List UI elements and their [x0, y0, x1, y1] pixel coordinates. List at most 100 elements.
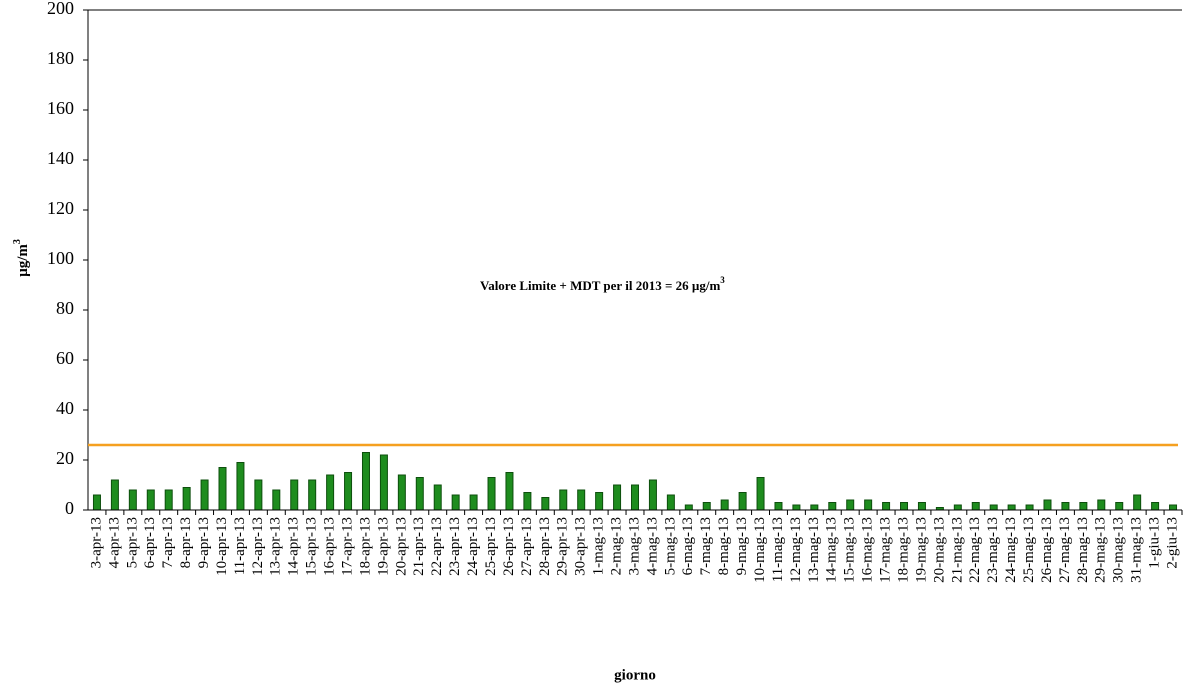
x-tick-label: 25-apr-13 — [483, 517, 499, 576]
bar — [792, 504, 801, 511]
bar — [810, 504, 819, 511]
bar — [702, 502, 711, 511]
bar — [989, 504, 998, 511]
bar — [1043, 499, 1052, 511]
x-tick-label: 23-apr-13 — [447, 517, 463, 576]
x-tick-label: 10-apr-13 — [214, 517, 230, 576]
bar — [756, 477, 765, 511]
x-tick-label: 3-mag-13 — [626, 517, 642, 575]
bar — [379, 454, 388, 511]
bar — [648, 479, 657, 511]
annotation: Valore Limite + MDT per il 2013 = 26 µg/… — [480, 275, 725, 293]
x-tick-label: 5-mag-13 — [662, 517, 678, 575]
bar — [631, 484, 639, 511]
x-tick-label: 18-apr-13 — [357, 517, 373, 576]
bar — [1115, 502, 1124, 511]
x-tick-label: 8-mag-13 — [716, 517, 732, 575]
bar — [433, 484, 442, 511]
x-tick-label: 5-apr-13 — [124, 517, 140, 568]
bar — [254, 479, 263, 511]
bar — [541, 497, 550, 511]
y-tick-label: 180 — [47, 48, 74, 68]
bar — [469, 494, 478, 511]
x-tick-label: 1-mag-13 — [591, 517, 607, 575]
y-tick-label: 0 — [65, 498, 74, 518]
x-tick-label: 27-mag-13 — [1057, 517, 1073, 583]
x-tick-label: 15-mag-13 — [842, 517, 858, 583]
bar — [684, 504, 693, 511]
y-tick-label: 60 — [56, 348, 74, 368]
y-tick-label: 140 — [47, 148, 74, 168]
x-tick-label: 17-apr-13 — [339, 517, 355, 576]
bar — [308, 479, 317, 511]
bar — [415, 477, 424, 511]
x-tick-label: 29-apr-13 — [555, 517, 571, 576]
x-tick-label: 7-mag-13 — [698, 517, 714, 575]
bar — [1151, 502, 1160, 511]
y-tick-label: 200 — [47, 0, 74, 18]
annotation-text: Valore Limite + MDT per il 2013 = 26 µg/… — [480, 278, 720, 293]
x-tick-label: 7-apr-13 — [160, 517, 176, 568]
bar — [397, 474, 406, 511]
x-tick-label: 17-mag-13 — [878, 517, 894, 583]
x-tick-label: 22-apr-13 — [429, 517, 445, 576]
x-tick-label: 9-mag-13 — [734, 517, 750, 575]
x-tick-label: 21-apr-13 — [411, 517, 427, 576]
x-tick-label: 13-mag-13 — [806, 517, 822, 583]
y-tick-label: 160 — [47, 98, 74, 118]
x-tick-label: 6-apr-13 — [142, 517, 158, 568]
x-tick-label: 24-apr-13 — [465, 517, 481, 576]
annotation-sup: 3 — [720, 275, 725, 285]
x-tick-label: 2-mag-13 — [609, 517, 625, 575]
x-tick-label: 26-mag-13 — [1039, 517, 1055, 583]
bar — [846, 499, 855, 511]
bar — [200, 479, 209, 511]
bar — [1169, 504, 1178, 511]
x-tick-label: 12-mag-13 — [788, 517, 804, 583]
bar — [326, 474, 335, 511]
x-tick-label: 11-apr-13 — [232, 517, 248, 575]
x-tick-label: 13-apr-13 — [268, 517, 284, 576]
x-tick-label: 27-apr-13 — [519, 517, 535, 576]
x-tick-label: 4-mag-13 — [644, 517, 660, 575]
x-tick-label: 16-apr-13 — [322, 517, 338, 576]
bar — [666, 494, 675, 511]
x-tick-label: 30-apr-13 — [573, 517, 589, 576]
bar — [218, 467, 227, 511]
bar — [182, 487, 191, 511]
bar — [505, 472, 514, 511]
bar — [595, 492, 604, 511]
bar — [864, 499, 873, 511]
bar — [92, 494, 101, 511]
y-tick-label: 20 — [56, 448, 74, 468]
bar — [559, 489, 568, 511]
bar — [1133, 494, 1142, 511]
x-tick-label: 8-apr-13 — [178, 517, 194, 568]
x-tick-label: 22-mag-13 — [967, 517, 983, 583]
y-axis-label: µg/m3 — [12, 239, 31, 277]
bar — [953, 504, 962, 511]
x-tick-label: 23-mag-13 — [985, 517, 1001, 583]
bar — [361, 452, 370, 511]
bar — [110, 479, 119, 511]
bar — [1061, 502, 1070, 511]
y-tick-label: 40 — [56, 398, 74, 418]
bar — [128, 489, 137, 511]
bar — [1007, 504, 1016, 511]
x-tick-label: 19-apr-13 — [375, 517, 391, 576]
x-tick-label: 19-mag-13 — [913, 517, 929, 583]
x-axis-label: giorno — [614, 667, 656, 683]
x-tick-label: 28-mag-13 — [1075, 517, 1091, 583]
x-tick-label: 11-mag-13 — [770, 517, 786, 582]
x-tick-label: 2-giu-13 — [1164, 517, 1180, 569]
x-tick-label: 16-mag-13 — [860, 517, 876, 583]
bar — [882, 502, 891, 511]
bar — [451, 494, 460, 511]
y-tick-label: 100 — [47, 248, 74, 268]
bar — [236, 462, 245, 511]
bar — [900, 502, 909, 511]
bar — [1079, 502, 1088, 511]
bar — [523, 492, 532, 511]
bar — [577, 489, 586, 511]
